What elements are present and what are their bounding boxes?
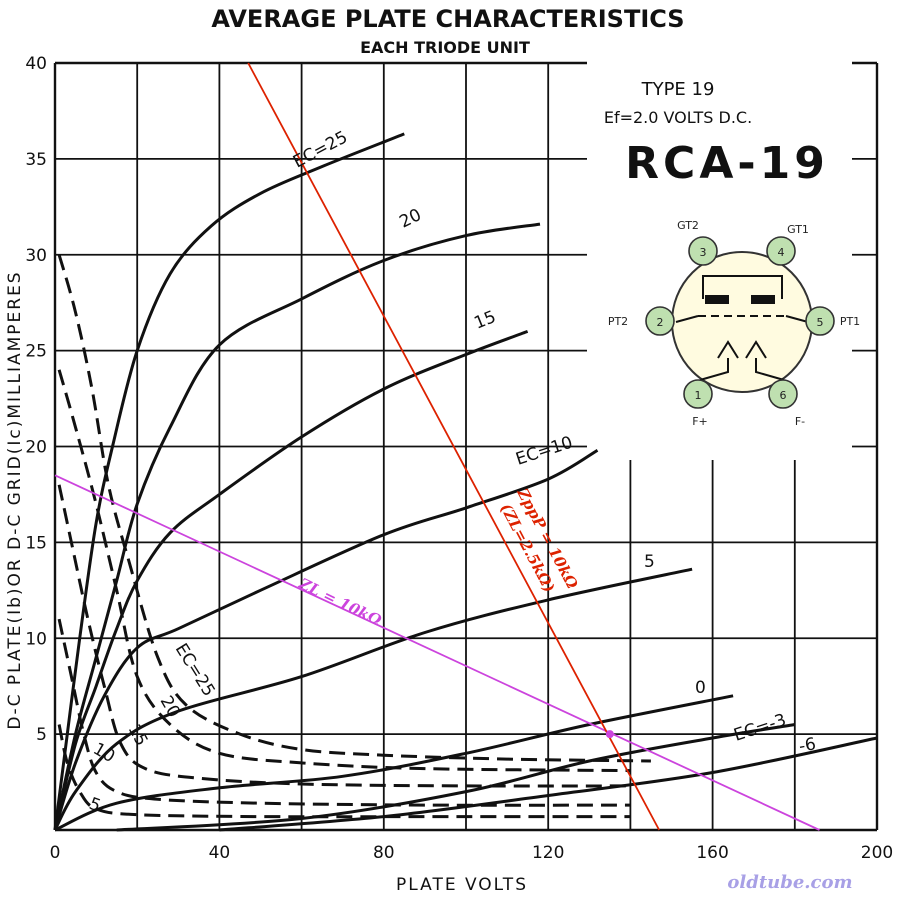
tube-pin-circle-5 <box>805 306 835 336</box>
grid-curve-label-4: 5 <box>86 794 103 816</box>
plate-curve-0 <box>53 132 405 831</box>
x-axis-label: PLATE VOLTS <box>396 875 528 895</box>
plate-curve-label-2: 15 <box>471 307 499 334</box>
grid-current-curves <box>57 254 651 819</box>
tube-pin-circle-2 <box>645 306 675 336</box>
tube-pin-1: 1 F+ <box>683 379 713 428</box>
plate-curve-4 <box>53 567 693 831</box>
tube-pin-2: 2 PT2 <box>608 306 675 336</box>
y-tick-10: 10 <box>25 629 47 649</box>
plate-curve-label-5: 0 <box>695 678 706 698</box>
x-tick-0: 0 <box>50 843 61 863</box>
y-axis-label: D-C PLATE(Ib)OR D-C GRID(Ic)MILLIAMPERES <box>5 270 25 729</box>
tube-pin-label-3: GT2 <box>677 219 699 232</box>
grid-curve-1 <box>57 369 631 773</box>
tube-pin-circle-4 <box>766 236 796 266</box>
x-tick-120: 120 <box>532 843 564 863</box>
plate-curve-1 <box>53 222 541 831</box>
chart-title: AVERAGE PLATE CHARACTERISTICS <box>211 5 684 33</box>
tube-pin-number-4: 4 <box>778 246 785 259</box>
y-tick-5: 5 <box>36 725 47 745</box>
load-line-label-0: ZL = 10kΩ <box>295 574 384 630</box>
plate-curve-label-6: EC=-3 <box>731 710 788 746</box>
x-tick-80: 80 <box>373 843 395 863</box>
load-line-0 <box>54 474 820 831</box>
tube-pin-label-2: PT2 <box>608 315 628 328</box>
tube-type-text: TYPE 19 <box>641 79 715 100</box>
plate-curve-label-7: -6 <box>797 734 817 757</box>
grid-curve-label-3: 10 <box>90 739 119 767</box>
tube-pin-circle-3 <box>688 236 718 266</box>
x-tick-40: 40 <box>209 843 231 863</box>
tube-pin-5: 5 PT1 <box>805 306 860 336</box>
x-tick-labels: 0 40 80 120 160 200 <box>50 843 894 863</box>
tube-pin-3: 3 GT2 <box>677 219 718 266</box>
tube-pin-label-5: PT1 <box>840 315 860 328</box>
plate-curve-label-1: 20 <box>396 205 424 232</box>
plate-current-curves <box>53 132 878 832</box>
operating-point <box>605 730 614 739</box>
y-tick-20: 20 <box>25 438 47 458</box>
tube-pin-label-4: GT1 <box>787 223 809 236</box>
tube-pin-label-1: F+ <box>692 415 708 428</box>
grid-curve-2 <box>57 484 631 788</box>
credit-text: oldtube.com <box>727 872 852 893</box>
y-tick-35: 35 <box>25 150 47 170</box>
y-tick-25: 25 <box>25 342 47 362</box>
chart-subtitle: EACH TRIODE UNIT <box>360 38 530 57</box>
tube-pin-number-3: 3 <box>700 246 707 259</box>
grid-curve-label-0: EC=25 <box>171 640 219 700</box>
grid-curve-0 <box>57 254 651 763</box>
tube-pin-number-1: 1 <box>695 389 702 402</box>
tube-pin-circle-1 <box>683 379 713 409</box>
tube-pin-6: 6 F- <box>768 379 805 428</box>
tube-pin-label-6: F- <box>795 415 805 428</box>
plate-curve-5 <box>54 694 734 832</box>
plate-curve-label-4: 5 <box>644 552 655 572</box>
tube-pin-number-6: 6 <box>780 389 787 402</box>
grid-curve-3 <box>57 618 631 807</box>
y-tick-15: 15 <box>25 533 47 553</box>
tube-pin-number-5: 5 <box>817 316 824 329</box>
y-tick-30: 30 <box>25 246 47 266</box>
brand-text: RCA-19 <box>625 138 829 189</box>
plate-curve-label-3: EC=10 <box>513 433 575 470</box>
plate-curve-6 <box>116 723 796 832</box>
info-panel: TYPE 19 Ef=2.0 VOLTS D.C. RCA-19 1 F+ 2 PT2… <box>587 60 860 460</box>
tube-pin-circle-6 <box>768 379 798 409</box>
tube-electrodes <box>675 275 809 381</box>
y-tick-labels: 5 10 15 20 25 30 35 40 <box>25 54 47 745</box>
tube-pin-number-2: 2 <box>657 316 664 329</box>
plate-curve-3 <box>53 449 599 831</box>
filament-voltage-text: Ef=2.0 VOLTS D.C. <box>604 108 752 127</box>
load-line-1 <box>247 62 660 831</box>
grid-curve-4 <box>57 724 631 819</box>
x-tick-160: 160 <box>696 843 728 863</box>
plate-curve-7 <box>219 736 878 832</box>
load-lines <box>54 62 820 831</box>
x-tick-200: 200 <box>861 843 893 863</box>
y-tick-40: 40 <box>25 54 47 74</box>
